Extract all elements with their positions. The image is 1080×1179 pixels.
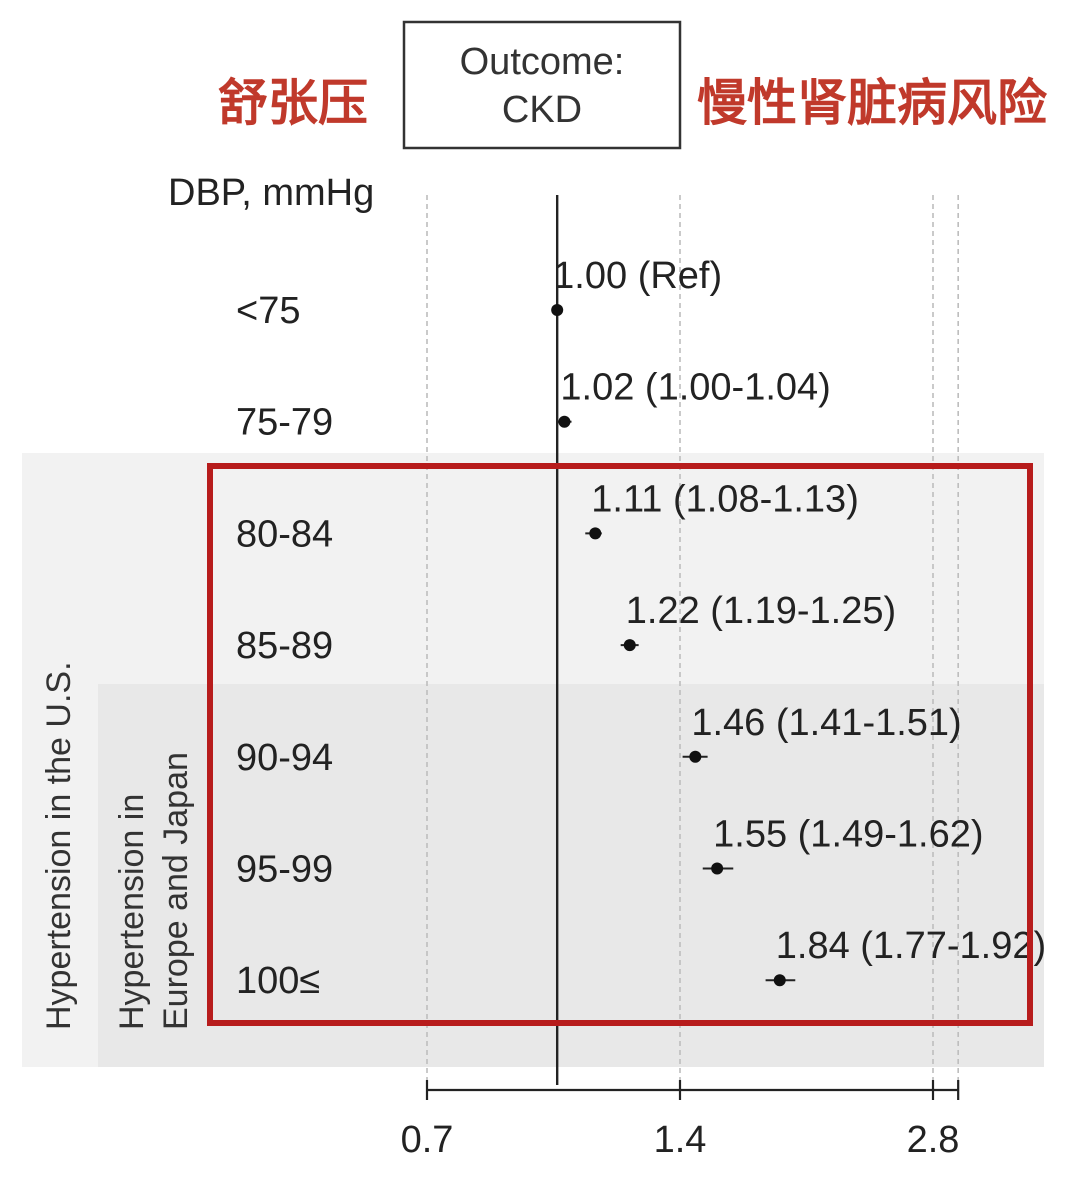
row-category: 95-99 <box>236 849 333 891</box>
bands <box>22 453 1044 1067</box>
value-label: 1.02 (1.00-1.04) <box>560 367 830 409</box>
point-estimate <box>689 750 702 763</box>
row-category: 80-84 <box>236 513 333 555</box>
x-tick-label: 0.7 <box>401 1119 454 1161</box>
point-estimate <box>551 304 564 316</box>
outcome-box-line2: CKD <box>502 89 582 131</box>
outcome-box: Outcome: CKD <box>402 20 682 150</box>
gridlines <box>426 195 959 1085</box>
band-label-eu-line1: Hypertension in <box>113 794 151 1030</box>
row-category: 100≤ <box>236 960 320 1002</box>
row-category: 85-89 <box>236 625 333 667</box>
x-tick-label: 2.8 <box>907 1119 960 1161</box>
row-header: DBP, mmHg <box>168 172 374 214</box>
annotation-left-cn: 舒张压 <box>218 75 368 131</box>
row-category: <75 <box>236 290 300 332</box>
row-category: 90-94 <box>236 737 333 779</box>
value-label: 1.55 (1.49-1.62) <box>713 814 983 856</box>
row-category: 75-79 <box>236 402 333 444</box>
value-label: 1.84 (1.77-1.92) <box>776 925 1046 967</box>
x-tick-label: 1.4 <box>654 1119 707 1161</box>
value-label: 1.46 (1.41-1.51) <box>691 702 961 744</box>
annotation-right-cn: 慢性肾脏病风险 <box>697 75 1048 131</box>
band-label-us: Hypertension in the U.S. <box>40 661 78 1030</box>
eu-japan-hypertension-band <box>98 684 1044 1067</box>
point-estimate <box>711 862 724 875</box>
value-label: 1.00 (Ref) <box>553 255 722 297</box>
value-label: 1.11 (1.08-1.13) <box>591 478 859 520</box>
point-estimate <box>589 527 602 540</box>
highlight-box <box>207 463 1033 1026</box>
outcome-box-line1: Outcome: <box>460 41 625 83</box>
point-estimate <box>623 639 636 652</box>
band-label-eu-line2: Europe and Japan <box>157 752 195 1030</box>
point-estimate <box>773 974 786 987</box>
point-estimate <box>558 415 571 428</box>
value-label: 1.22 (1.19-1.25) <box>626 590 896 632</box>
data-rows: <75 1.00 (Ref) 75-79 1.02 (1.00-1.04) 80-84 1… <box>236 255 1046 1002</box>
x-axis: 0.7 1.4 2.8 <box>401 1080 960 1161</box>
